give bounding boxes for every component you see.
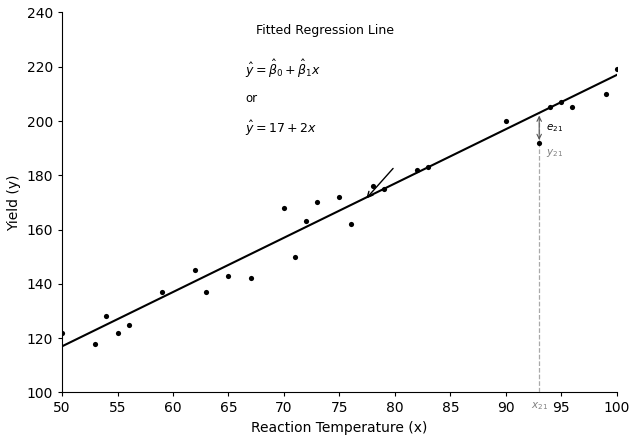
- Text: or: or: [245, 92, 257, 105]
- Text: $e_{21}$: $e_{21}$: [546, 122, 563, 134]
- Text: Fitted Regression Line: Fitted Regression Line: [256, 24, 394, 37]
- Point: [224, 272, 234, 279]
- Point: [124, 321, 134, 328]
- Point: [290, 253, 300, 260]
- Point: [423, 164, 433, 171]
- Text: $\hat{y}=17+2x$: $\hat{y}=17+2x$: [245, 119, 317, 138]
- Point: [412, 166, 422, 173]
- Point: [368, 183, 378, 190]
- Text: $\hat{y}=\hat{\beta}_0+\hat{\beta}_1 x$: $\hat{y}=\hat{\beta}_0+\hat{\beta}_1 x$: [245, 58, 321, 80]
- Point: [568, 104, 578, 111]
- Point: [101, 313, 111, 320]
- Point: [201, 289, 211, 296]
- Point: [379, 185, 389, 192]
- Point: [556, 99, 566, 106]
- Point: [601, 90, 611, 97]
- Point: [334, 194, 345, 201]
- Point: [190, 267, 200, 274]
- Point: [246, 275, 256, 282]
- Point: [112, 329, 122, 336]
- Point: [345, 221, 355, 228]
- Point: [534, 139, 544, 146]
- Point: [545, 104, 555, 111]
- Text: $y_{21}$: $y_{21}$: [546, 147, 563, 159]
- Text: $x_{21}$: $x_{21}$: [531, 400, 548, 412]
- Point: [612, 66, 622, 73]
- X-axis label: Reaction Temperature (x): Reaction Temperature (x): [251, 421, 427, 435]
- Point: [501, 118, 511, 125]
- Point: [279, 204, 289, 211]
- Point: [157, 289, 167, 296]
- Point: [301, 218, 311, 225]
- Y-axis label: Yield (y): Yield (y): [7, 174, 21, 231]
- Point: [312, 199, 322, 206]
- Point: [90, 340, 101, 347]
- Point: [57, 329, 67, 336]
